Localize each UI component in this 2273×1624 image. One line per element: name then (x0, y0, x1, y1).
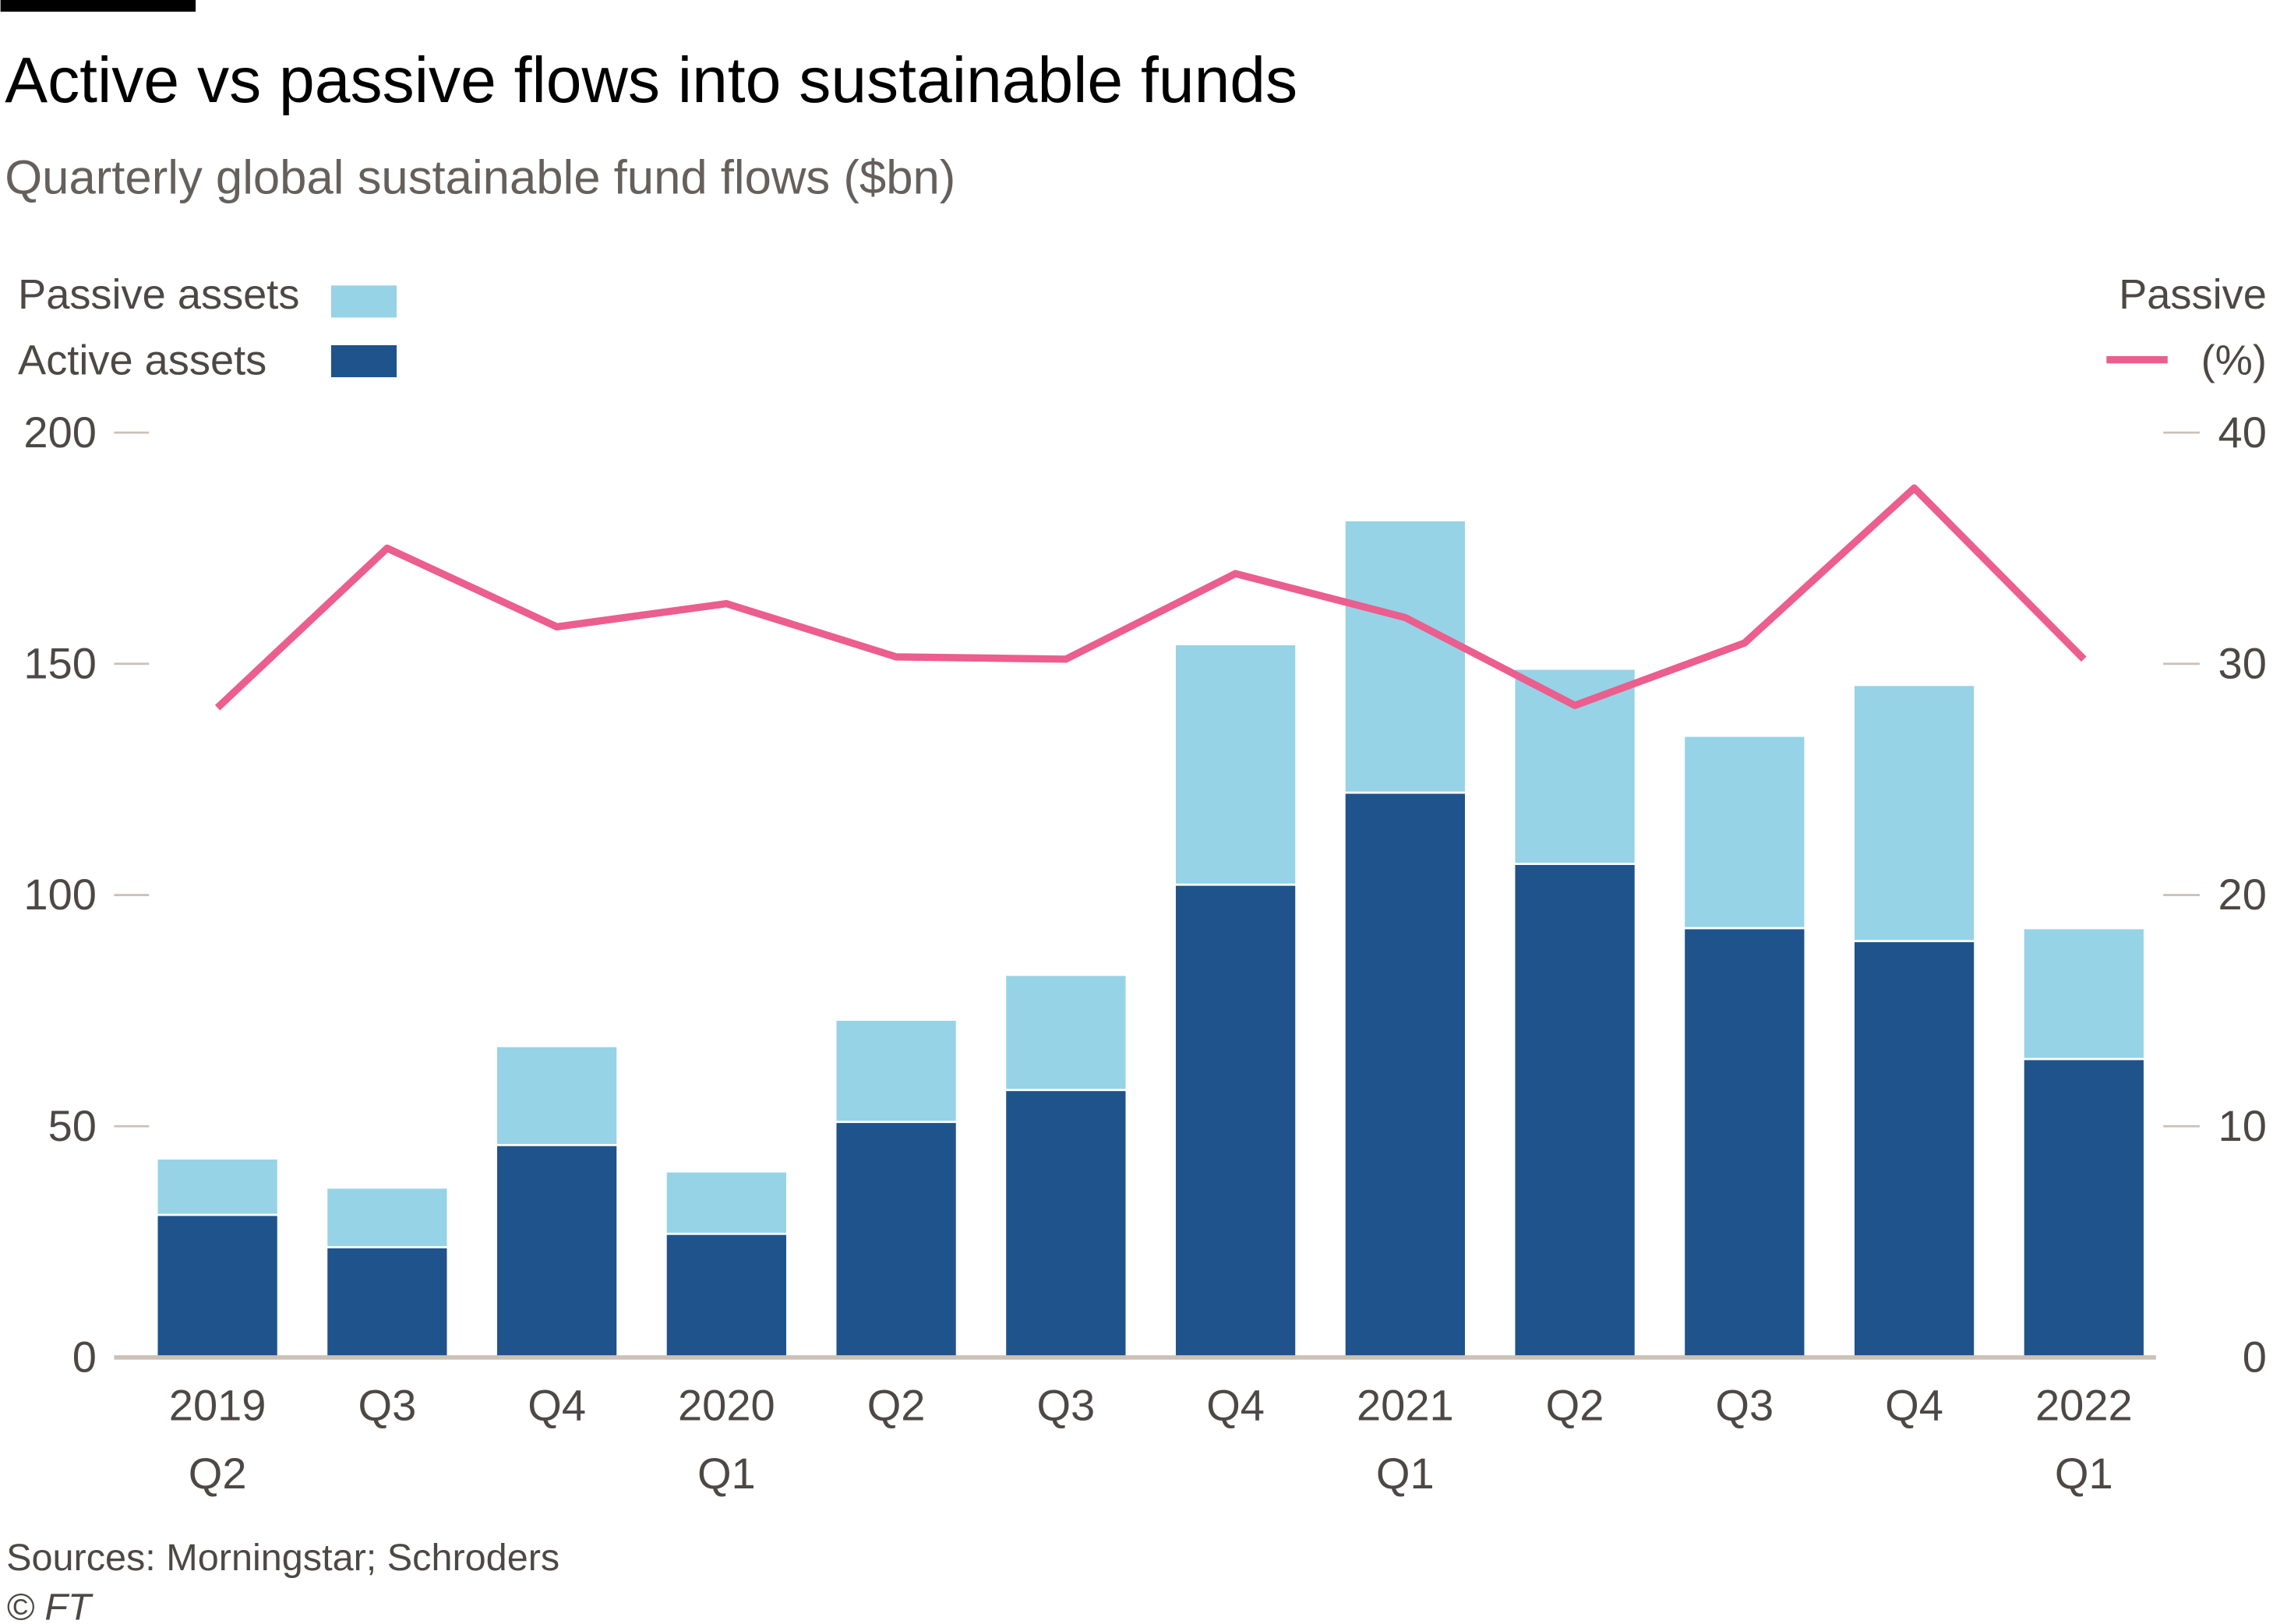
right-tick-label: 30 (2218, 639, 2267, 688)
bar-active (1515, 864, 1635, 1357)
legend-passive-label: Passive assets (18, 271, 299, 318)
bar-passive (496, 1047, 617, 1144)
right-tick-label: 0 (2243, 1333, 2267, 1382)
bar-passive (1345, 521, 1465, 792)
copyright: © FT (6, 1586, 94, 1624)
x-tick-label: 2020 (678, 1380, 775, 1429)
legend-active-swatch (330, 344, 397, 378)
x-tick-label: Q3 (1715, 1380, 1774, 1429)
x-tick-label: Q1 (697, 1449, 756, 1498)
source-note: Sources: Morningstar; Schroders (6, 1537, 559, 1579)
x-tick-label: Q4 (1885, 1380, 1943, 1429)
left-tick-label: 50 (48, 1101, 97, 1150)
bar-active (1685, 929, 1805, 1357)
legend-line-label-bottom: (%) (2201, 337, 2267, 383)
left-tick-label: 0 (72, 1333, 97, 1382)
bar-passive (157, 1159, 277, 1214)
left-tick-label: 100 (23, 870, 97, 919)
right-tick-label: 10 (2218, 1101, 2267, 1150)
bar-active (666, 1234, 786, 1357)
bar-active (836, 1123, 956, 1357)
x-tick-label: Q2 (867, 1380, 926, 1429)
bar-passive (1685, 736, 1805, 927)
x-tick-label: Q3 (358, 1380, 416, 1429)
right-tick-label: 40 (2218, 408, 2267, 457)
bar-active (157, 1216, 277, 1357)
bar-active (1854, 942, 1975, 1357)
plot-area: 0 50 100 150 200 0 10 20 30 40 2019 Q2 Q3 Q4 2020 Q1 Q2 Q… (23, 408, 2266, 1498)
right-tick-label: 20 (2218, 870, 2267, 919)
bar-passive (666, 1172, 786, 1233)
x-tick-label: Q1 (2055, 1449, 2113, 1498)
bar-active (1006, 1091, 1126, 1357)
x-tick-label: Q2 (1546, 1380, 1604, 1429)
bar-active (327, 1248, 447, 1357)
x-tick-label: Q3 (1036, 1380, 1095, 1429)
bar-active (2024, 1060, 2144, 1357)
x-tick-label: 2021 (1357, 1380, 1454, 1429)
bar-passive (1175, 645, 1296, 884)
x-tick-label: Q1 (1376, 1449, 1435, 1498)
legend-passive-swatch (330, 285, 397, 318)
chart-subtitle: Quarterly global sustainable fund flows … (5, 151, 955, 205)
x-tick-label: Q4 (528, 1380, 586, 1429)
legend-active-label: Active assets (18, 337, 266, 383)
left-tick-label: 200 (23, 408, 97, 457)
bar-passive (836, 1020, 956, 1121)
bar-active (496, 1146, 617, 1357)
x-tick-label: Q2 (189, 1449, 247, 1498)
x-tick-label: 2019 (169, 1380, 266, 1429)
x-tick-label: 2022 (2035, 1380, 2133, 1429)
bar-passive (1006, 976, 1126, 1089)
bar-active (1175, 885, 1296, 1357)
x-tick-label: Q4 (1206, 1380, 1265, 1429)
left-tick-label: 150 (23, 639, 97, 688)
bar-passive (2024, 929, 2144, 1058)
bar-passive (1854, 686, 1975, 941)
bar-passive (1515, 669, 1635, 863)
bar-passive (327, 1188, 447, 1247)
chart-title: Active vs passive flows into sustainable… (5, 45, 1297, 116)
legend-line-label-top: Passive (2119, 271, 2267, 318)
ft-brand-bar (0, 0, 196, 12)
passive-percent-line (214, 484, 2087, 711)
bar-active (1345, 793, 1465, 1357)
